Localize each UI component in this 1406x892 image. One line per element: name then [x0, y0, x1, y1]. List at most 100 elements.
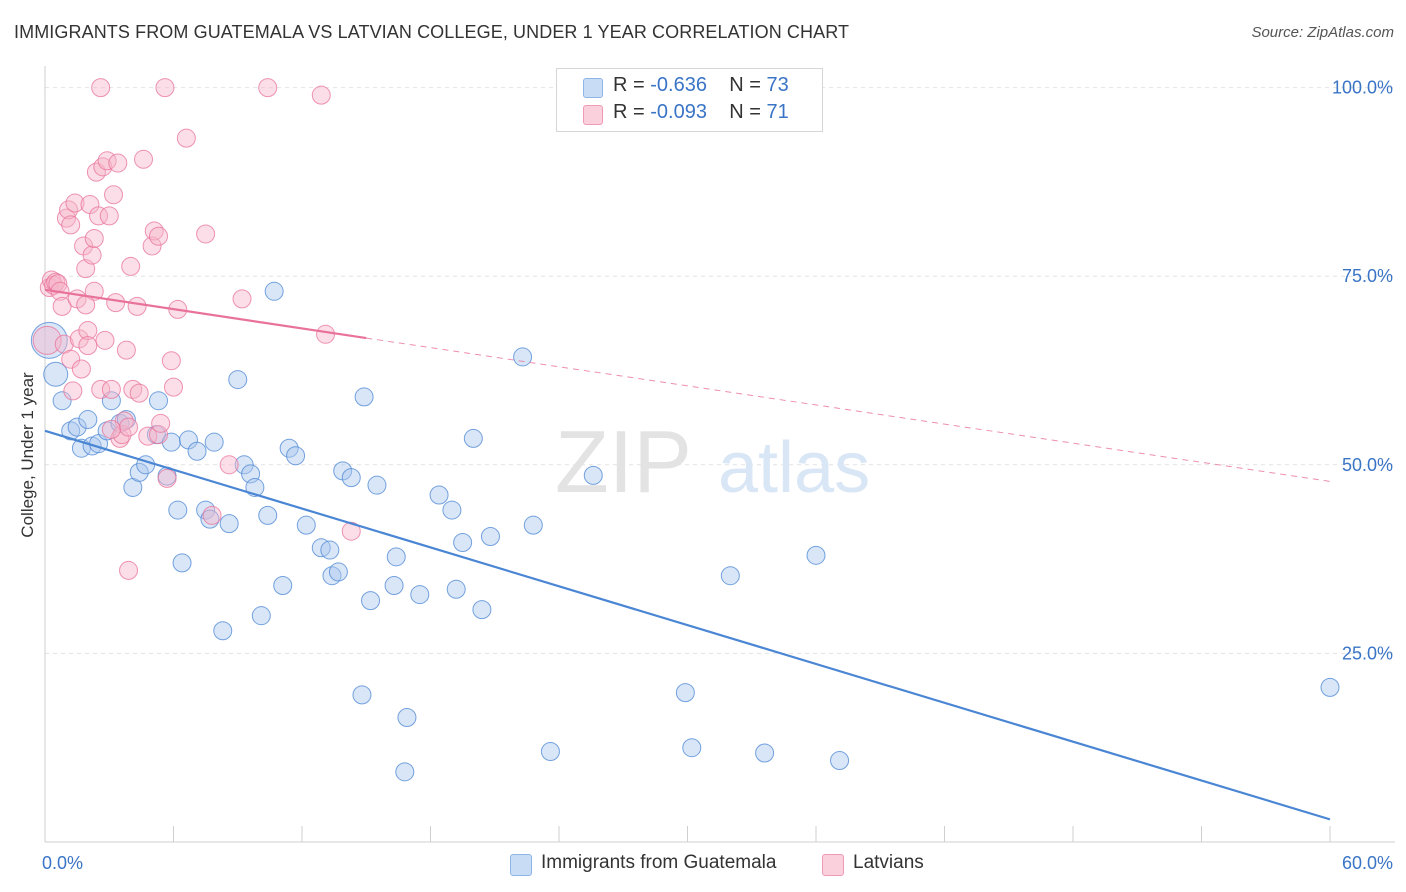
stats-swatch-latvians — [583, 105, 603, 125]
data-point — [219, 455, 239, 475]
watermark-atlas: atlas — [718, 428, 870, 508]
data-point — [106, 293, 126, 313]
data-point — [352, 685, 372, 705]
y-tick-label: 100.0% — [1332, 78, 1393, 98]
data-point — [196, 224, 216, 244]
data-point — [176, 128, 196, 148]
watermark-zip: ZIP — [555, 412, 692, 511]
n-value: 73 — [766, 74, 789, 96]
r-value: -0.636 — [650, 74, 707, 96]
n-label: N = — [729, 74, 761, 96]
data-point — [523, 515, 543, 535]
data-point — [43, 361, 69, 387]
data-point — [279, 438, 299, 458]
data-point — [1320, 677, 1340, 697]
trend-lines — [44, 288, 1331, 821]
data-point — [157, 468, 177, 488]
y-axis-label: College, Under 1 year — [18, 372, 37, 538]
data-point — [119, 560, 139, 580]
data-point — [151, 413, 171, 433]
data-point — [63, 381, 83, 401]
data-point — [583, 465, 603, 485]
data-point — [806, 545, 826, 565]
data-point — [202, 505, 222, 525]
data-point — [720, 566, 740, 586]
data-point — [168, 500, 188, 520]
data-point — [228, 370, 248, 390]
legend-label: Immigrants from Guatemala — [541, 852, 777, 873]
data-point — [78, 336, 98, 356]
data-point — [480, 526, 500, 546]
data-point — [78, 321, 98, 341]
trend-line — [44, 429, 1331, 821]
data-point — [61, 349, 81, 369]
data-point — [142, 236, 162, 256]
r-value: -0.093 — [650, 101, 707, 123]
data-point — [463, 428, 483, 448]
data-point — [219, 514, 239, 534]
legend-swatch-guatemala — [510, 854, 532, 876]
data-point — [386, 547, 406, 567]
axes — [44, 66, 1395, 843]
data-point — [108, 153, 128, 173]
data-point — [682, 738, 702, 758]
trend-line — [44, 288, 367, 340]
data-point — [286, 446, 306, 466]
data-point — [755, 743, 775, 763]
data-point — [78, 410, 98, 430]
n-label: N = — [729, 101, 761, 123]
data-point — [397, 708, 417, 728]
y-tick-label: 25.0% — [1342, 643, 1393, 663]
data-point — [232, 289, 252, 309]
data-point — [121, 256, 141, 276]
data-point — [104, 185, 124, 205]
data-point — [61, 215, 81, 235]
data-point — [84, 228, 104, 248]
data-point — [82, 245, 102, 265]
data-point — [67, 417, 87, 437]
data-point — [116, 340, 136, 360]
x-tick-label: 60.0% — [1342, 853, 1393, 873]
data-point — [149, 425, 169, 445]
data-point — [264, 281, 284, 301]
data-point — [161, 351, 181, 371]
data-point — [296, 515, 316, 535]
data-point — [320, 540, 340, 560]
data-point — [32, 325, 62, 355]
data-point — [99, 206, 119, 226]
chart-title: IMMIGRANTS FROM GUATEMALA VS LATVIAN COL… — [14, 22, 850, 42]
data-point — [675, 683, 695, 703]
data-point — [367, 475, 387, 495]
data-point — [251, 606, 271, 626]
stats-box: R = -0.636 N = 73 R = -0.093 N = 71 — [556, 68, 823, 132]
data-point — [155, 78, 175, 98]
data-point — [384, 576, 404, 596]
data-point — [123, 379, 143, 399]
data-point — [341, 521, 361, 541]
data-point — [258, 78, 278, 98]
data-point — [410, 585, 430, 605]
x-tick-label: 0.0% — [42, 853, 83, 873]
data-point — [71, 359, 91, 379]
data-point — [119, 417, 139, 437]
data-point — [429, 485, 449, 505]
data-point — [101, 379, 121, 399]
data-point — [95, 330, 115, 350]
data-point — [273, 576, 293, 596]
data-point — [311, 85, 331, 105]
series-guatemala-points — [30, 281, 1340, 782]
trend-line-extension — [366, 337, 1331, 482]
data-point — [453, 533, 473, 553]
data-point — [322, 566, 342, 586]
data-point — [316, 324, 336, 344]
data-point — [513, 347, 533, 367]
data-point — [830, 751, 850, 771]
data-point — [129, 383, 149, 403]
data-point — [442, 500, 462, 520]
data-point — [91, 379, 111, 399]
data-point — [341, 468, 361, 488]
r-label: R = — [613, 101, 645, 123]
source-credit: Source: ZipAtlas.com — [1251, 24, 1394, 41]
data-point — [187, 441, 207, 461]
tick-labels: 25.0% 50.0% 75.0% 100.0% 0.0% 60.0% — [42, 78, 1393, 873]
